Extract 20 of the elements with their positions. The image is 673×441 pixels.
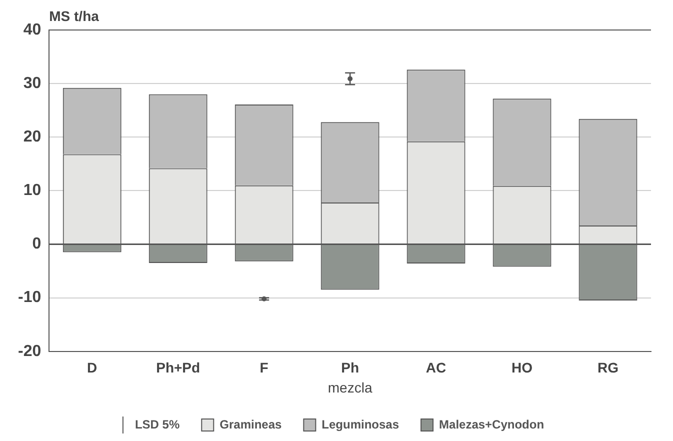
- x-tick-label: HO: [512, 360, 533, 376]
- x-tick-label: Ph: [341, 360, 360, 376]
- x-tick-label: Ph+Pd: [156, 360, 200, 376]
- legend-label: Leguminosas: [322, 417, 400, 432]
- y-axis-title: MS t/ha: [49, 8, 100, 24]
- legend-label: Malezas+Cynodon: [439, 417, 544, 432]
- y-tick-label: -20: [18, 342, 42, 360]
- y-tick-label: -10: [18, 289, 42, 306]
- x-tick-label: RG: [598, 360, 619, 376]
- x-axis-title: mezcla: [328, 379, 372, 396]
- x-tick-label: F: [260, 360, 269, 376]
- y-tick-label: 0: [32, 236, 42, 253]
- legend-label: LSD 5%: [134, 417, 180, 432]
- x-tick-label: D: [87, 360, 98, 376]
- legend-label: Gramineas: [220, 417, 282, 432]
- y-tick-label: 10: [23, 182, 42, 200]
- y-tick-label: 20: [23, 128, 42, 146]
- y-tick-label: 40: [23, 21, 42, 38]
- y-tick-label: 30: [23, 74, 42, 92]
- x-tick-label: AC: [426, 360, 446, 376]
